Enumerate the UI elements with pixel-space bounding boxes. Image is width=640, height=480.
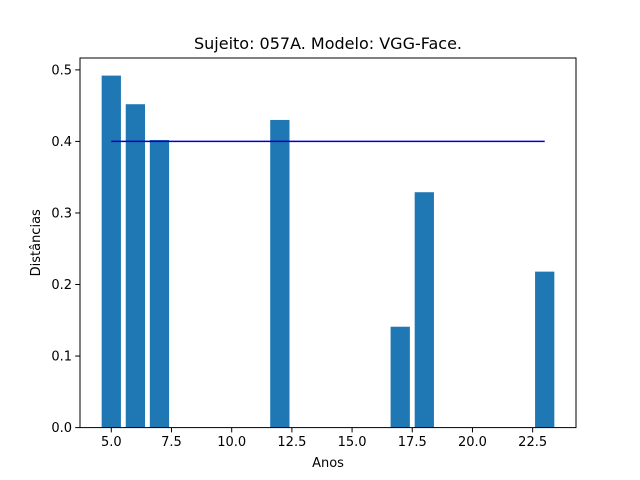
x-tick-label: 12.5 [277, 435, 306, 450]
bar-12 [270, 119, 290, 428]
x-tick-label: 7.5 [161, 435, 182, 450]
chart-title: Sujeito: 057A. Modelo: VGG-Face. [194, 34, 462, 53]
x-tick-label: 5.0 [101, 435, 122, 450]
x-tick-label: 10.0 [217, 435, 246, 450]
bar-17 [390, 326, 410, 428]
y-axis: 0.0 0.1 0.2 0.3 0.4 0.5 [51, 63, 80, 436]
bars-group [101, 75, 555, 428]
x-tick-label: 22.5 [518, 435, 547, 450]
x-axis: 5.0 7.5 10.0 12.5 15.0 17.5 20.0 22.5 [101, 427, 547, 450]
plot-frame [79, 57, 577, 429]
y-tick-label: 0.4 [51, 135, 72, 150]
x-tick-label: 15.0 [338, 435, 367, 450]
bar-23 [535, 271, 555, 428]
bar-7 [149, 139, 170, 428]
y-tick-label: 0.5 [51, 63, 72, 78]
y-tick-label: 0.1 [51, 350, 72, 365]
y-tick-label: 0.3 [51, 206, 72, 221]
bar-5 [101, 75, 121, 428]
bar-18 [414, 192, 434, 428]
x-tick-label: 20.0 [458, 435, 487, 450]
x-tick-label: 17.5 [398, 435, 427, 450]
y-axis-label: Distâncias [29, 209, 44, 276]
bar-6 [125, 104, 146, 428]
x-axis-label: Anos [312, 456, 344, 471]
y-tick-label: 0.0 [51, 421, 72, 436]
y-tick-label: 0.2 [51, 278, 72, 293]
